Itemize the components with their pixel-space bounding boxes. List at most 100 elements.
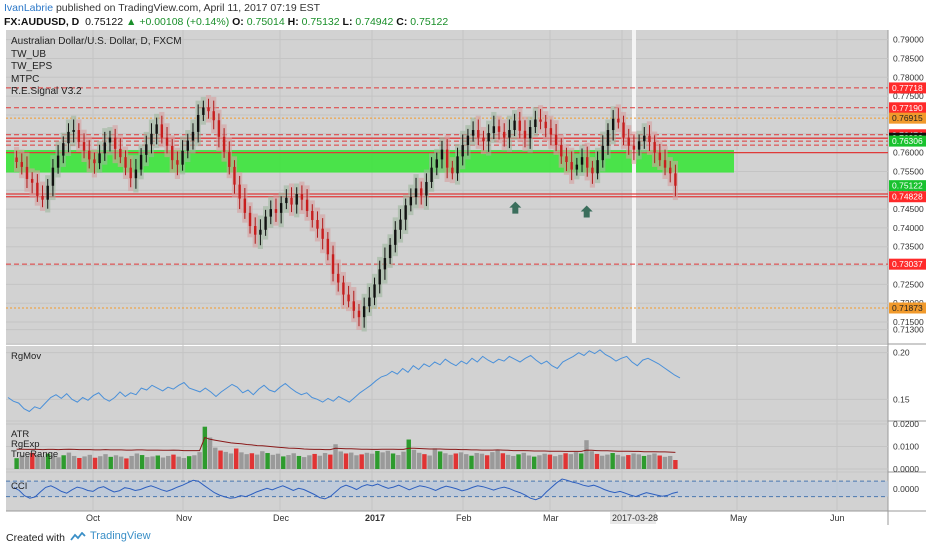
candle-body[interactable] [77, 130, 81, 143]
candle-body[interactable] [663, 160, 667, 168]
candle-body[interactable] [113, 137, 117, 149]
candle-body[interactable] [331, 254, 335, 274]
candle-body[interactable] [575, 164, 579, 170]
candle-body[interactable] [404, 205, 407, 220]
candle-body[interactable] [15, 157, 18, 163]
price-label-0.76306[interactable] [889, 135, 926, 147]
candle-body[interactable] [596, 160, 599, 174]
price-label-0.76915[interactable] [889, 112, 926, 124]
cci-series-line[interactable] [13, 478, 679, 501]
candle-body[interactable] [627, 137, 630, 146]
candle-body[interactable] [513, 120, 516, 131]
candle-body[interactable] [145, 144, 148, 155]
candle-body[interactable] [528, 127, 532, 139]
candle-body[interactable] [549, 128, 553, 135]
candle-body[interactable] [430, 167, 433, 182]
candle-body[interactable] [383, 258, 387, 270]
candle-body[interactable] [41, 195, 44, 200]
price-label-0.74828[interactable] [889, 191, 926, 203]
candle-body[interactable] [311, 210, 314, 221]
candle-body[interactable] [492, 126, 496, 134]
candle-body[interactable] [321, 228, 324, 239]
buy-signal-arrow-icon[interactable] [580, 205, 593, 218]
candle-body[interactable] [264, 216, 267, 230]
candle-body[interactable] [399, 219, 402, 230]
candle-body[interactable] [451, 167, 454, 174]
candle-body[interactable] [611, 118, 615, 131]
candle-body[interactable] [362, 306, 366, 318]
legend-title[interactable]: Australian Dollar/U.S. Dollar, D, FXCM [11, 36, 182, 47]
candle-body[interactable] [487, 133, 490, 142]
candle-body[interactable] [565, 156, 568, 163]
candle-body[interactable] [30, 178, 34, 183]
candle-body[interactable] [388, 244, 392, 259]
rgmov-series-line[interactable] [7, 349, 681, 413]
candle-body[interactable] [560, 145, 563, 157]
candle-body[interactable] [342, 282, 345, 295]
atr-pane-label[interactable]: ATR RgExp TrueRange [11, 430, 58, 460]
candle-body[interactable] [186, 140, 189, 151]
candle-body[interactable] [544, 121, 547, 129]
atr-series-line[interactable] [16, 436, 676, 453]
candle-body[interactable] [570, 162, 573, 170]
candle-body[interactable] [373, 284, 376, 298]
candle-body[interactable] [534, 119, 537, 128]
candle-body[interactable] [36, 182, 39, 196]
candle-body[interactable] [243, 198, 247, 213]
candle-body[interactable] [409, 197, 413, 206]
tradingview-link[interactable]: TradingView [70, 530, 151, 542]
candle-body[interactable] [62, 143, 65, 156]
candle-body[interactable] [617, 118, 620, 123]
candle-body[interactable] [259, 229, 262, 235]
candle-body[interactable] [554, 134, 558, 146]
candle-body[interactable] [212, 111, 215, 121]
candle-body[interactable] [591, 167, 594, 174]
candle-body[interactable] [539, 119, 542, 122]
candle-body[interactable] [119, 148, 122, 158]
candle-body[interactable] [461, 145, 464, 157]
candle-body[interactable] [326, 238, 330, 255]
candle-body[interactable] [274, 209, 278, 213]
candle-body[interactable] [108, 137, 112, 143]
candle-body[interactable] [98, 153, 101, 164]
candle-body[interactable] [316, 220, 319, 229]
candle-body[interactable] [124, 157, 127, 168]
candle-body[interactable] [254, 226, 257, 235]
candle-body[interactable] [414, 188, 418, 198]
candle-body[interactable] [518, 120, 521, 131]
candle-body[interactable] [378, 269, 381, 285]
price-label-0.77718[interactable] [889, 82, 926, 94]
buy-signal-arrow-icon[interactable] [509, 201, 522, 214]
candle-body[interactable] [171, 145, 174, 161]
candle-body[interactable] [674, 173, 677, 186]
candle-body[interactable] [150, 133, 153, 145]
candle-body[interactable] [648, 135, 651, 143]
candle-body[interactable] [176, 160, 179, 165]
candle-body[interactable] [622, 122, 625, 138]
candle-body[interactable] [471, 130, 475, 136]
candle-body[interactable] [497, 126, 501, 132]
candle-body[interactable] [368, 297, 371, 307]
candle-body[interactable] [456, 156, 459, 174]
legend-item-re-signal[interactable]: R.E.Signal V3.2 [11, 86, 82, 97]
candle-body[interactable] [248, 212, 252, 227]
candle-body[interactable] [160, 124, 164, 138]
price-label-0.73037[interactable] [889, 258, 926, 270]
date-highlight-line[interactable] [632, 30, 636, 343]
candle-body[interactable] [233, 166, 236, 185]
candle-body[interactable] [658, 152, 662, 161]
candle-body[interactable] [295, 194, 298, 205]
candle-body[interactable] [238, 184, 241, 199]
candle-body[interactable] [72, 130, 75, 132]
candle-body[interactable] [46, 185, 49, 200]
date-highlight-badge[interactable] [610, 512, 656, 524]
candle-body[interactable] [445, 149, 449, 168]
price-label-0.71873[interactable] [889, 302, 926, 314]
author-link[interactable]: IvanLabrie [4, 2, 54, 14]
candle-body[interactable] [217, 120, 221, 137]
candle-body[interactable] [420, 188, 423, 196]
candle-body[interactable] [228, 151, 231, 167]
candle-body[interactable] [207, 107, 210, 112]
candle-body[interactable] [222, 136, 226, 152]
candle-body[interactable] [290, 197, 293, 205]
